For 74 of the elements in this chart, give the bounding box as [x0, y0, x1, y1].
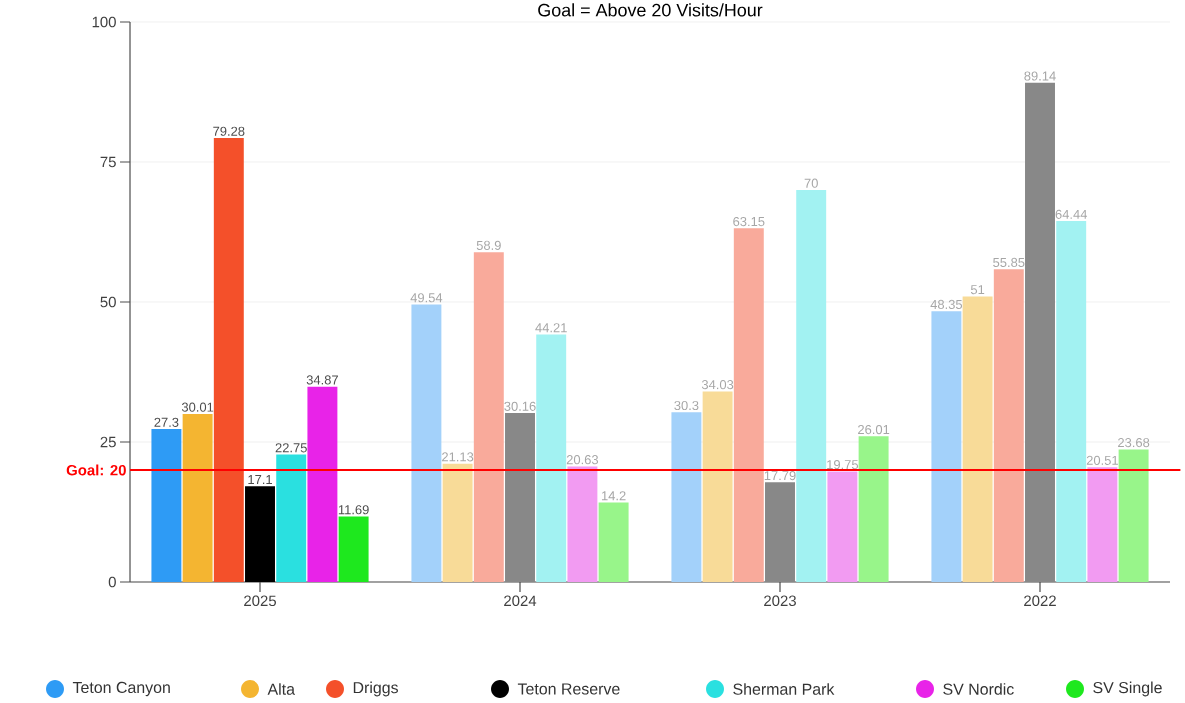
y-tick-label: 50 — [100, 296, 116, 308]
bar — [276, 454, 307, 582]
data-label: 79.28 — [213, 126, 245, 136]
bar — [598, 502, 629, 582]
data-label: 14.2 — [601, 491, 626, 501]
data-label: 44.21 — [535, 323, 567, 333]
data-label: 55.85 — [993, 257, 1025, 268]
legend-label: Alta — [267, 683, 295, 695]
bar — [1025, 82, 1055, 582]
data-label: 30.16 — [504, 401, 536, 411]
bar — [796, 189, 827, 582]
data-label: 17.79 — [764, 470, 796, 481]
bar — [411, 304, 442, 582]
bar — [151, 429, 182, 582]
data-label: 30.3 — [674, 400, 699, 411]
data-label: 34.87 — [306, 375, 338, 385]
y-tick-label: 25 — [100, 436, 116, 448]
bar — [182, 413, 213, 582]
bar — [536, 334, 567, 582]
data-label: 58.9 — [476, 240, 501, 250]
data-label: 49.54 — [410, 293, 443, 303]
x-tick-label: 2022 — [1024, 595, 1056, 607]
data-label: 51 — [970, 285, 985, 295]
legend-label: SV Nordic — [943, 683, 1014, 695]
bar — [702, 391, 733, 582]
bar — [962, 296, 993, 582]
data-label: 26.01 — [858, 424, 890, 435]
data-label: 34.03 — [701, 380, 734, 390]
bar — [442, 463, 473, 582]
data-label: 30.01 — [181, 402, 214, 412]
bar — [733, 228, 764, 582]
legend-label: Sherman Park — [733, 683, 835, 695]
bar — [993, 269, 1024, 582]
data-label: 20.63 — [566, 455, 599, 465]
bar — [307, 386, 338, 582]
bar — [1087, 467, 1118, 582]
data-label: 27.3 — [154, 417, 179, 427]
bar — [858, 436, 889, 582]
data-label: 64.44 — [1055, 209, 1088, 219]
bar — [473, 252, 504, 582]
x-tick-label: 2024 — [504, 595, 537, 607]
data-label: 17.1 — [248, 475, 272, 485]
y-tick-label: 100 — [92, 16, 116, 28]
data-label: 11.69 — [338, 505, 369, 515]
bar — [931, 311, 962, 582]
data-label: 23.68 — [1118, 438, 1150, 448]
data-label: 63.15 — [733, 216, 765, 227]
bar — [1118, 449, 1149, 582]
data-label: 48.35 — [930, 299, 963, 310]
bar — [765, 482, 795, 582]
data-label: 20.51 — [1086, 455, 1118, 465]
legend-label: Teton Reserve — [517, 683, 620, 695]
chart-title: Goal = Above 20 Visits/Hour — [538, 3, 763, 17]
y-tick-label: 0 — [108, 576, 116, 588]
bar — [505, 413, 535, 582]
data-label: 89.14 — [1024, 71, 1056, 81]
legend-label: Driggs — [353, 681, 398, 697]
bar — [567, 466, 598, 582]
data-label: 70 — [804, 178, 818, 188]
x-tick-label: 2025 — [244, 595, 276, 607]
x-tick-label: 2023 — [764, 595, 796, 607]
data-label: 19.75 — [827, 460, 859, 470]
bar — [1056, 221, 1087, 582]
ref-line-label: Goal: 20 — [66, 464, 126, 476]
data-label: 21.13 — [442, 452, 474, 462]
bar — [338, 516, 369, 582]
legend-label: SV Single — [1093, 681, 1162, 697]
y-tick-label: 75 — [100, 156, 116, 168]
data-label: 22.75 — [275, 443, 307, 453]
legend-label: Teton Canyon — [72, 681, 170, 697]
bar — [671, 412, 702, 582]
bar — [827, 471, 858, 582]
bar — [213, 138, 244, 582]
bar — [245, 486, 275, 582]
